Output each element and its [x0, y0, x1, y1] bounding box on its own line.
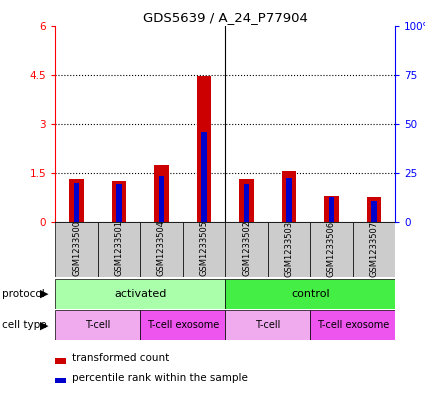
Bar — [244, 184, 249, 222]
Bar — [353, 222, 395, 277]
Bar — [196, 76, 211, 222]
Bar — [183, 222, 225, 277]
Bar — [55, 310, 140, 340]
Title: GDS5639 / A_24_P77904: GDS5639 / A_24_P77904 — [143, 11, 308, 24]
Bar — [55, 222, 98, 277]
Bar — [366, 197, 382, 222]
Bar — [310, 222, 353, 277]
Bar — [74, 183, 79, 222]
Bar — [225, 222, 268, 277]
Bar — [116, 184, 122, 222]
Text: GSM1233502: GSM1233502 — [242, 220, 251, 276]
Bar — [281, 171, 296, 222]
Bar — [239, 180, 254, 222]
Text: GSM1233501: GSM1233501 — [114, 220, 124, 276]
Bar — [324, 196, 339, 222]
Bar — [140, 222, 183, 277]
Bar — [69, 180, 84, 222]
Text: ▶: ▶ — [40, 289, 49, 299]
Text: GSM1233503: GSM1233503 — [284, 220, 294, 277]
Bar — [111, 181, 127, 222]
Text: activated: activated — [114, 289, 167, 299]
Bar — [329, 197, 334, 222]
Bar — [154, 165, 169, 222]
Bar — [55, 279, 225, 309]
Bar — [140, 310, 225, 340]
Text: T-cell exosome: T-cell exosome — [147, 320, 219, 330]
Bar — [98, 222, 140, 277]
Text: T-cell: T-cell — [85, 320, 110, 330]
Bar — [55, 378, 66, 383]
Bar — [55, 358, 66, 364]
Text: GSM1233507: GSM1233507 — [369, 220, 379, 277]
Text: protocol: protocol — [2, 289, 45, 299]
Bar — [225, 279, 395, 309]
Text: GSM1233506: GSM1233506 — [327, 220, 336, 277]
Bar — [371, 201, 377, 222]
Bar — [159, 176, 164, 222]
Bar — [268, 222, 310, 277]
Bar — [286, 178, 292, 222]
Text: percentile rank within the sample: percentile rank within the sample — [71, 373, 247, 383]
Bar — [225, 310, 310, 340]
Text: T-cell: T-cell — [255, 320, 280, 330]
Text: GSM1233500: GSM1233500 — [72, 220, 81, 276]
Text: ▶: ▶ — [40, 320, 49, 330]
Text: GSM1233505: GSM1233505 — [199, 220, 209, 276]
Text: GSM1233504: GSM1233504 — [157, 220, 166, 276]
Text: control: control — [291, 289, 329, 299]
Text: cell type: cell type — [2, 320, 47, 330]
Bar — [310, 310, 395, 340]
Bar — [201, 132, 207, 222]
Text: T-cell exosome: T-cell exosome — [317, 320, 389, 330]
Text: transformed count: transformed count — [71, 353, 169, 364]
